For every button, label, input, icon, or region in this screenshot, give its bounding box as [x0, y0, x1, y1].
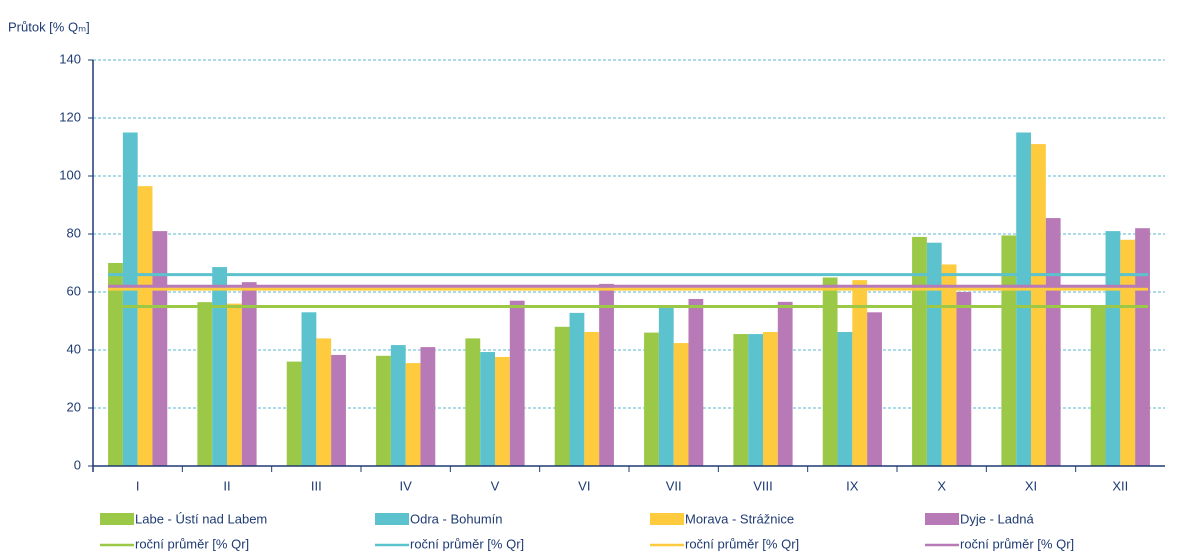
legend-label: roční průměr [% Qr]	[960, 536, 1074, 551]
x-tick-label: XI	[1025, 478, 1037, 493]
legend-label: Labe - Ústí nad Labem	[135, 511, 267, 526]
x-tick-label: VII	[666, 478, 682, 493]
x-tick-label: X	[937, 478, 946, 493]
legend-label: Morava - Strážnice	[685, 511, 794, 526]
bar	[584, 332, 600, 466]
legend-swatch	[100, 513, 134, 525]
legend-label: Dyje - Ladná	[960, 511, 1034, 526]
bar	[912, 236, 927, 466]
y-axis-label: Průtok [% Qₘ]	[8, 19, 90, 34]
bar	[867, 312, 882, 466]
x-tick-label: XII	[1112, 478, 1128, 493]
bar	[152, 231, 168, 466]
y-tick-label: 60	[67, 283, 81, 298]
y-tick-label: 0	[74, 457, 81, 472]
bar	[658, 307, 674, 466]
bar	[554, 326, 570, 466]
bar	[1090, 306, 1106, 466]
bar	[197, 302, 213, 466]
bar	[137, 186, 153, 466]
bar	[509, 300, 525, 466]
bar	[822, 277, 838, 466]
bar	[1105, 231, 1121, 466]
legend-swatch	[650, 513, 684, 525]
y-tick-label: 40	[67, 341, 81, 356]
x-tick-label: II	[223, 478, 230, 493]
bar	[108, 263, 123, 466]
y-tick-label: 20	[67, 399, 81, 414]
bar	[420, 347, 436, 466]
bar	[926, 242, 942, 466]
legend-label: roční průměr [% Qr]	[410, 536, 524, 551]
legend-label: Odra - Bohumín	[410, 511, 503, 526]
bar	[763, 332, 778, 466]
bar	[390, 345, 406, 466]
x-tick-label: IV	[400, 478, 413, 493]
bar	[376, 355, 391, 466]
bar	[777, 301, 793, 466]
bar	[733, 334, 749, 466]
bar	[227, 303, 242, 466]
bar	[748, 334, 763, 466]
bar	[673, 343, 689, 466]
bar	[1045, 218, 1061, 466]
bar	[1120, 239, 1136, 466]
bar	[852, 280, 868, 466]
x-tick-label: V	[491, 478, 500, 493]
bar	[301, 312, 317, 466]
bar	[837, 332, 853, 466]
legend-label: roční průměr [% Qr]	[135, 536, 249, 551]
legend-swatch	[375, 513, 409, 525]
y-tick-label: 80	[67, 225, 81, 240]
x-tick-label: IX	[846, 478, 859, 493]
bar	[331, 354, 346, 466]
bar	[495, 356, 510, 466]
y-tick-label: 100	[59, 167, 81, 182]
bar	[465, 338, 481, 466]
bar	[286, 361, 302, 466]
bar	[956, 292, 972, 466]
bar	[480, 352, 495, 466]
bar	[1135, 228, 1150, 466]
bar	[122, 132, 138, 466]
y-tick-label: 140	[59, 51, 81, 66]
bar	[212, 267, 227, 466]
x-tick-label: I	[136, 478, 140, 493]
bar	[1001, 235, 1017, 466]
bar	[941, 264, 957, 466]
bar	[599, 283, 614, 466]
x-tick-label: VIII	[753, 478, 773, 493]
bar	[569, 312, 585, 466]
bar	[644, 332, 659, 466]
legend-swatch	[925, 513, 959, 525]
bar	[241, 282, 257, 466]
x-tick-label: VI	[578, 478, 590, 493]
bar	[688, 298, 704, 466]
legend-label: roční průměr [% Qr]	[685, 536, 799, 551]
y-tick-label: 120	[59, 109, 81, 124]
x-tick-label: III	[311, 478, 322, 493]
bar	[316, 338, 332, 466]
bar	[1016, 132, 1031, 466]
bar	[405, 363, 421, 466]
